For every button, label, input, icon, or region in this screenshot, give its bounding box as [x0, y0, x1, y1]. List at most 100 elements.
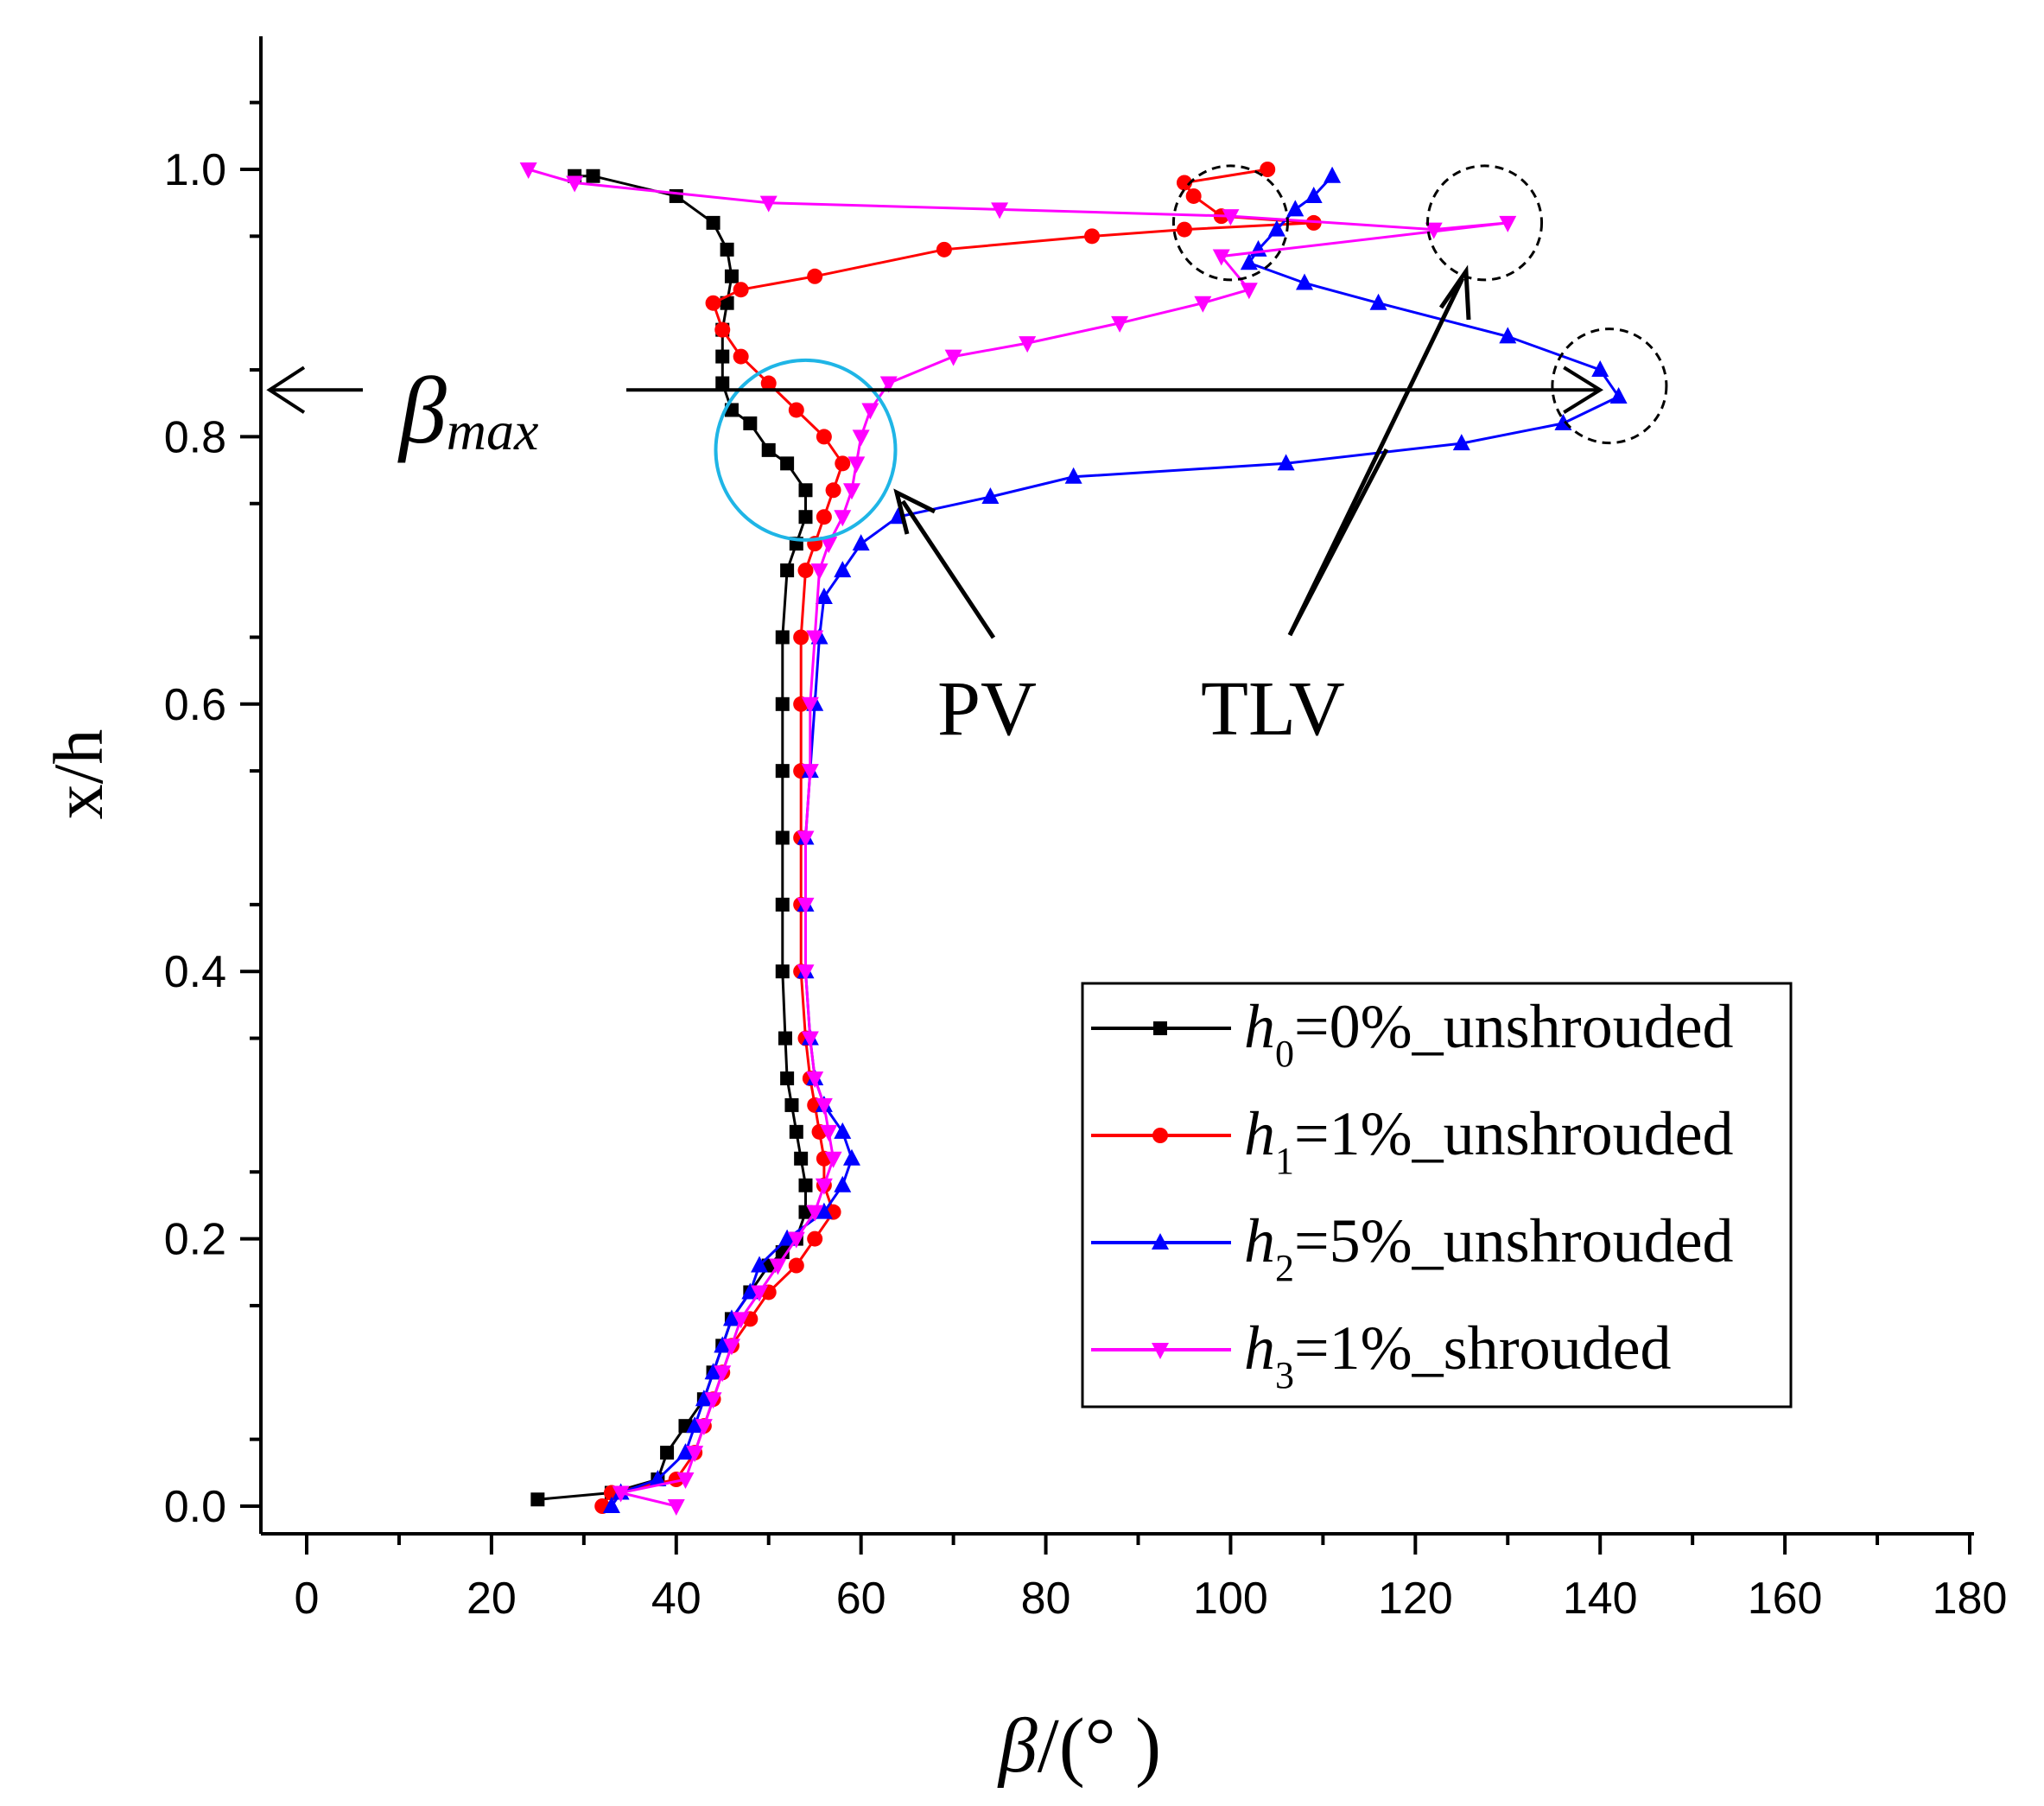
- data-point: [775, 764, 790, 779]
- data-point: [704, 1363, 722, 1380]
- data-point: [676, 1472, 695, 1490]
- data-point: [784, 1097, 799, 1112]
- data-point: [816, 509, 832, 525]
- data-point: [1185, 188, 1202, 204]
- y-axis-title: x/h: [39, 729, 117, 820]
- data-point: [686, 1446, 704, 1463]
- legend: h0=0%_unshrouded h1=1%_unshrouded h2=5%_un…: [1081, 982, 1793, 1409]
- data-point: [1286, 200, 1304, 217]
- data-point: [1240, 283, 1258, 300]
- data-point: [793, 629, 809, 645]
- data-point: [1499, 327, 1517, 344]
- data-point: [686, 1416, 704, 1434]
- data-point: [676, 1443, 695, 1460]
- legend-label: h0=0%_unshrouded: [1244, 992, 1734, 1075]
- data-point: [810, 563, 828, 581]
- series-3: [519, 162, 1517, 1516]
- y-tick-label: 0.8: [164, 412, 226, 462]
- data-point: [801, 1031, 819, 1048]
- data-point: [759, 195, 778, 213]
- data-point: [602, 1497, 620, 1513]
- data-point: [806, 630, 824, 647]
- data-point: [769, 1258, 787, 1275]
- data-point: [788, 402, 804, 418]
- data-point: [566, 175, 584, 193]
- x-tick-label: 100: [1193, 1574, 1268, 1624]
- data-point: [788, 1257, 804, 1274]
- data-point: [820, 537, 838, 554]
- legend-item-3: h3=1%_shrouded: [1091, 1313, 1672, 1396]
- data-point: [1267, 219, 1285, 237]
- x-tick-label: 160: [1748, 1574, 1823, 1624]
- data-point: [715, 349, 730, 364]
- data-point: [798, 483, 813, 498]
- data-point: [1609, 386, 1628, 404]
- data-point: [1111, 315, 1129, 333]
- legend-item-2: h2=5%_unshrouded: [1091, 1206, 1734, 1289]
- data-point: [834, 1175, 852, 1192]
- data-point: [761, 442, 776, 457]
- x-axis-title: β/(° ): [997, 1703, 1161, 1789]
- data-point: [724, 269, 739, 283]
- data-point: [720, 296, 734, 310]
- data-point: [797, 897, 815, 914]
- data-point: [778, 1229, 797, 1246]
- x-tick-label: 140: [1563, 1574, 1638, 1624]
- beta-max-label: βmax: [397, 358, 538, 463]
- data-point: [714, 321, 731, 338]
- tlv-arrowhead-1: [1438, 264, 1471, 321]
- pv-circle: [714, 358, 898, 542]
- data-point: [649, 1470, 667, 1487]
- data-point: [760, 375, 777, 391]
- data-point: [824, 1151, 842, 1168]
- data-point: [842, 1148, 860, 1166]
- data-point: [720, 242, 734, 257]
- data-point: [775, 897, 790, 912]
- axes: 0 20 40 60 80 100 120 140 160 180 0.0 0.2 0.4 0.6 0.8 1…: [164, 36, 2008, 1624]
- annotations: βmax PV TLV: [266, 164, 1668, 752]
- data-point: [714, 1365, 732, 1383]
- tlv-circle: [1426, 164, 1544, 282]
- data-point: [722, 1339, 740, 1356]
- data-point: [733, 348, 749, 365]
- data-point: [1304, 186, 1323, 203]
- series-1: [594, 162, 1322, 1514]
- data-point: [1452, 434, 1470, 451]
- data-point: [530, 1492, 545, 1507]
- data-point: [981, 487, 1000, 505]
- data-point: [733, 282, 749, 298]
- data-point: [775, 696, 790, 711]
- data-point: [794, 1151, 809, 1166]
- data-point: [667, 1499, 685, 1516]
- series-line: [600, 168, 1314, 1507]
- data-point: [820, 1124, 838, 1141]
- data-point: [695, 1419, 713, 1436]
- data-point: [991, 202, 1009, 219]
- x-tick-label: 180: [1933, 1574, 2008, 1624]
- data-point: [669, 188, 683, 203]
- series-layer: [519, 162, 1628, 1516]
- data-point: [815, 588, 833, 605]
- data-point: [743, 416, 758, 430]
- legend-box: [1081, 982, 1793, 1409]
- pv-label: PV: [937, 666, 1037, 752]
- x-tick-label: 80: [1021, 1574, 1071, 1624]
- data-point: [1591, 360, 1609, 378]
- legend-label: h1=1%_unshrouded: [1244, 1099, 1734, 1182]
- data-point: [1222, 209, 1240, 226]
- tlv-circle: [1171, 164, 1289, 282]
- series-line: [537, 175, 807, 1501]
- data-point: [834, 561, 852, 578]
- data-point: [835, 455, 851, 472]
- data-point: [1176, 221, 1192, 238]
- data-point: [1296, 273, 1313, 290]
- x-tick-label: 120: [1378, 1574, 1453, 1624]
- data-point: [1153, 1021, 1167, 1035]
- data-point: [775, 630, 790, 645]
- series-0: [530, 169, 813, 1507]
- y-tick-label: 0.4: [164, 947, 226, 997]
- data-point: [787, 1231, 805, 1249]
- data-point: [586, 169, 600, 183]
- axis-titles: x/h β/(° ): [39, 729, 1161, 1789]
